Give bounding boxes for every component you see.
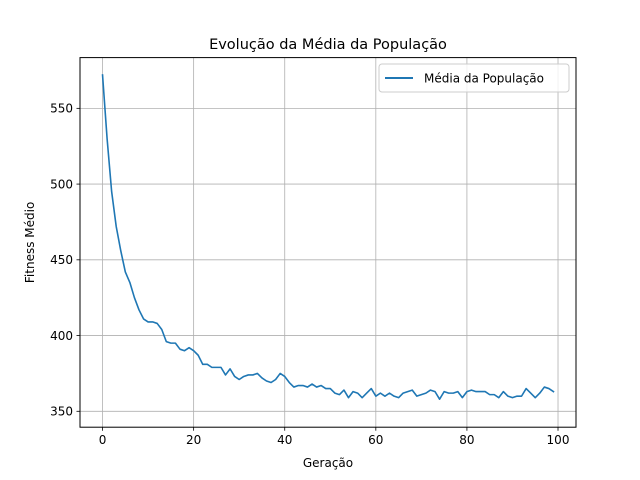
x-tick-label: 0 [99, 433, 107, 447]
y-tick-label: 500 [50, 177, 73, 191]
grid-lines [80, 57, 576, 428]
legend-box [378, 63, 570, 93]
y-tick-label: 450 [50, 253, 73, 267]
x-axis-ticks: 0 20 40 60 80 100 [99, 427, 570, 447]
legend-label: Média da População [424, 72, 544, 86]
x-tick-label: 40 [277, 433, 292, 447]
x-tick-label: 60 [368, 433, 383, 447]
y-tick-label: 550 [50, 102, 73, 116]
x-tick-label: 100 [547, 433, 570, 447]
x-axis-label: Geração [303, 456, 353, 470]
y-tick-label: 400 [50, 329, 73, 343]
y-tick-label: 350 [50, 405, 73, 419]
y-axis-label: Fitness Médio [23, 202, 37, 283]
legend: Média da População [378, 63, 570, 93]
plot-lines [101, 74, 555, 400]
plot-area-frame [79, 57, 577, 428]
x-tick-label: 20 [186, 433, 201, 447]
series-line-0 [101, 74, 555, 400]
y-axis-ticks: 350 400 450 500 550 [50, 102, 80, 419]
x-tick-label: 80 [459, 433, 474, 447]
chart-title: Evolução da Média da População [209, 37, 447, 53]
